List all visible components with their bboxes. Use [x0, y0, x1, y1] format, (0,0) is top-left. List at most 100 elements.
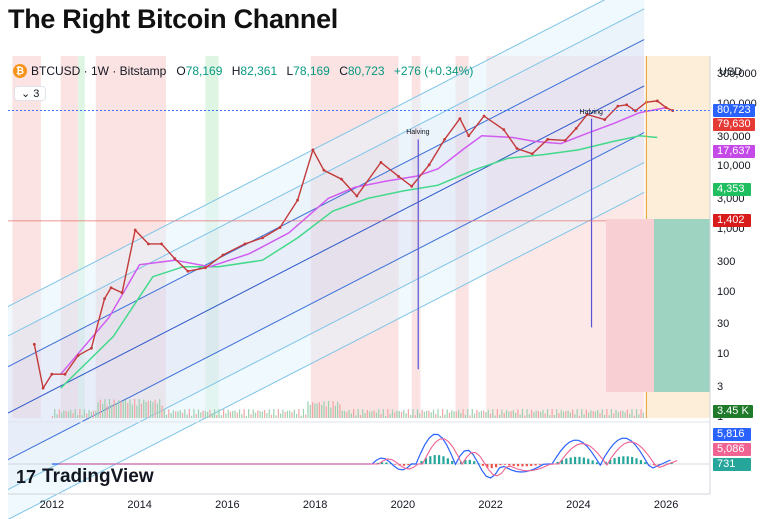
volume-bar: [371, 411, 373, 418]
channel-line: [7, 161, 645, 491]
volume-bar: [193, 409, 195, 418]
price-point: [634, 109, 637, 113]
volume-bar: [348, 409, 350, 418]
volume-bar: [222, 409, 225, 418]
volume-bar: [275, 415, 277, 418]
volume-bar: [152, 402, 154, 418]
volume-bar: [295, 413, 298, 418]
oscillator-histogram-bar: [468, 459, 471, 464]
volume-bar: [485, 412, 487, 418]
volume-bar: [286, 410, 289, 418]
volume-bar: [565, 411, 567, 418]
volume-bar: [535, 410, 537, 418]
change-value: +276 (+0.34%): [393, 64, 474, 78]
price-point: [109, 286, 113, 290]
oscillator-histogram-bar: [433, 455, 436, 464]
volume-bar: [549, 415, 551, 418]
volume-bar: [108, 399, 111, 418]
volume-bar: [282, 409, 284, 418]
oscillator-histogram-bar: [591, 460, 594, 464]
channel-line: [7, 39, 645, 368]
volume-bar: [122, 401, 124, 418]
volume-bar: [521, 409, 524, 418]
volume-bar: [544, 413, 546, 418]
volume-bar: [305, 414, 307, 418]
volume-bar: [403, 409, 405, 418]
tradingview-logo-text: TradingView: [42, 466, 154, 487]
volume-bar: [337, 401, 339, 418]
volume-bar: [97, 402, 99, 418]
volume-bar: [640, 409, 642, 418]
volume-bar: [626, 409, 629, 418]
volume-bar: [412, 409, 414, 418]
price-point: [515, 147, 519, 150]
y-tick-label: 10,000: [717, 160, 751, 173]
volume-bar: [88, 409, 90, 418]
channel-line: [7, 8, 645, 337]
y-tick-label: 3,000: [717, 193, 745, 206]
cycle-zone: [78, 56, 85, 418]
volume-bar: [430, 412, 432, 418]
volume-bar: [186, 414, 188, 418]
price-point: [427, 163, 431, 167]
volume-bar: [323, 401, 325, 418]
tradingview-logo[interactable]: 17 TradingView: [16, 466, 154, 488]
volume-bar: [330, 407, 332, 418]
volume-bar: [562, 411, 565, 418]
volume-bar: [211, 413, 213, 418]
volume-bar: [129, 399, 131, 418]
price-point: [89, 346, 93, 350]
y-tick-label: 300: [717, 255, 736, 268]
volume-bar: [419, 413, 421, 418]
volume-bar: [213, 409, 216, 418]
volume-bar: [202, 410, 204, 418]
tradingview-icon: 17: [16, 466, 37, 487]
volume-bar: [181, 412, 184, 418]
volume-bar: [154, 399, 156, 418]
price-point: [278, 226, 282, 229]
volume-bar: [517, 409, 519, 418]
moving-average-short: [60, 106, 667, 375]
volume-bar: [489, 413, 492, 418]
volume-bar: [467, 409, 469, 418]
oscillator-histogram-bar: [385, 462, 388, 464]
oscillator-histogram-bar: [644, 462, 647, 464]
volume-bar: [95, 410, 97, 418]
volume-bar: [61, 412, 63, 418]
volume-bar: [526, 409, 528, 418]
volume-bar: [250, 414, 252, 418]
volume-bar: [343, 410, 346, 418]
volume-bar: [284, 411, 286, 418]
oscillator-histogram-bar: [587, 458, 590, 464]
volume-bar: [177, 411, 179, 418]
volume-bar: [67, 411, 70, 418]
oscillator-histogram-bar: [666, 463, 669, 464]
indicators-toggle[interactable]: ⌄ 3: [14, 86, 47, 101]
oscillator-histogram-bar: [508, 464, 511, 466]
volume-bar: [341, 410, 343, 418]
oscillator-histogram-bar: [560, 460, 564, 464]
volume-bar: [118, 400, 120, 418]
price-point: [603, 118, 607, 121]
volume-bar: [594, 411, 597, 418]
volume-bar: [245, 415, 248, 418]
volume-bar: [508, 411, 510, 418]
symbol-label[interactable]: BTCUSD · 1W · Bitstamp: [31, 64, 167, 78]
price-point: [311, 148, 315, 152]
channel-line: [7, 191, 645, 519]
volume-bar: [457, 410, 460, 418]
price-point: [173, 257, 177, 261]
volume-bar: [127, 402, 129, 418]
volume-bar: [471, 409, 473, 418]
x-tick-label: 2020: [390, 499, 416, 511]
volume-bar: [318, 402, 321, 418]
volume-bar: [396, 410, 398, 418]
volume-bar: [346, 411, 348, 418]
volume-bar: [597, 409, 599, 418]
volume-bar: [209, 409, 211, 418]
volume-bar: [143, 399, 145, 418]
price-point: [133, 228, 137, 232]
volume-bar: [439, 415, 441, 418]
price-point: [355, 194, 359, 198]
